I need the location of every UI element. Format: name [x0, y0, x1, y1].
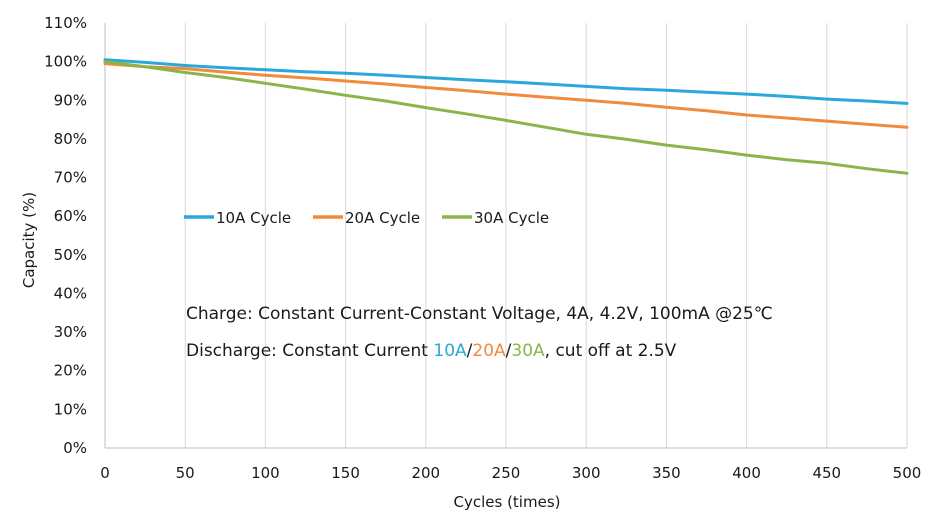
y-tick-label: 80% [54, 130, 87, 148]
legend-label-30a: 30A Cycle [474, 209, 549, 227]
y-tick-label: 90% [54, 91, 87, 109]
discharge-sep-2: / [506, 341, 512, 361]
discharge-suffix: , cut off at 2.5V [545, 341, 677, 361]
discharge-annotation: Discharge: Constant Current 10A/20A/30A,… [186, 341, 677, 361]
y-tick-label: 50% [54, 246, 87, 264]
discharge-20a: 20A [472, 341, 506, 361]
y-tick-label: 30% [54, 323, 87, 341]
series-lines [103, 58, 909, 175]
y-tick-label: 0% [63, 439, 87, 457]
discharge-sep-1: / [467, 341, 473, 361]
discharge-30a: 30A [511, 341, 545, 361]
charge-annotation: Charge: Constant Current-Constant Voltag… [186, 304, 773, 324]
series-line-10a [103, 58, 909, 105]
x-tick-label: 250 [492, 464, 521, 482]
x-tick-label: 350 [652, 464, 681, 482]
x-tick-label: 200 [411, 464, 440, 482]
x-tick-label: 300 [572, 464, 601, 482]
x-axis-title: Cycles (times) [454, 493, 561, 511]
discharge-10a: 10A [433, 341, 467, 361]
y-axis-title: Capacity (%) [20, 192, 38, 288]
y-tick-label: 60% [54, 207, 87, 225]
x-tick-label: 150 [331, 464, 360, 482]
legend-label-10a: 10A Cycle [216, 209, 291, 227]
y-tick-label: 20% [54, 362, 87, 380]
x-tick-label: 0 [100, 464, 110, 482]
y-tick-label: 110% [44, 14, 87, 32]
y-tick-label: 40% [54, 284, 87, 302]
axes [104, 23, 907, 449]
tick-labels: 0 50 100 150 200 250 300 350 400 450 500 0% 10% 20% 30… [44, 14, 921, 482]
x-tick-label: 50 [176, 464, 195, 482]
discharge-prefix: Discharge: Constant Current [186, 341, 433, 361]
series-line-30a [103, 60, 909, 175]
y-tick-label: 10% [54, 400, 87, 418]
legend-label-20a: 20A Cycle [345, 209, 420, 227]
y-tick-label: 100% [44, 53, 87, 71]
legend: 10A Cycle 20A Cycle 30A Cycle [184, 209, 549, 227]
series-line-20a [103, 62, 909, 129]
x-tick-label: 100 [251, 464, 280, 482]
x-tick-label: 400 [732, 464, 761, 482]
x-tick-label: 500 [893, 464, 922, 482]
x-tick-label: 450 [812, 464, 841, 482]
y-tick-label: 70% [54, 169, 87, 187]
